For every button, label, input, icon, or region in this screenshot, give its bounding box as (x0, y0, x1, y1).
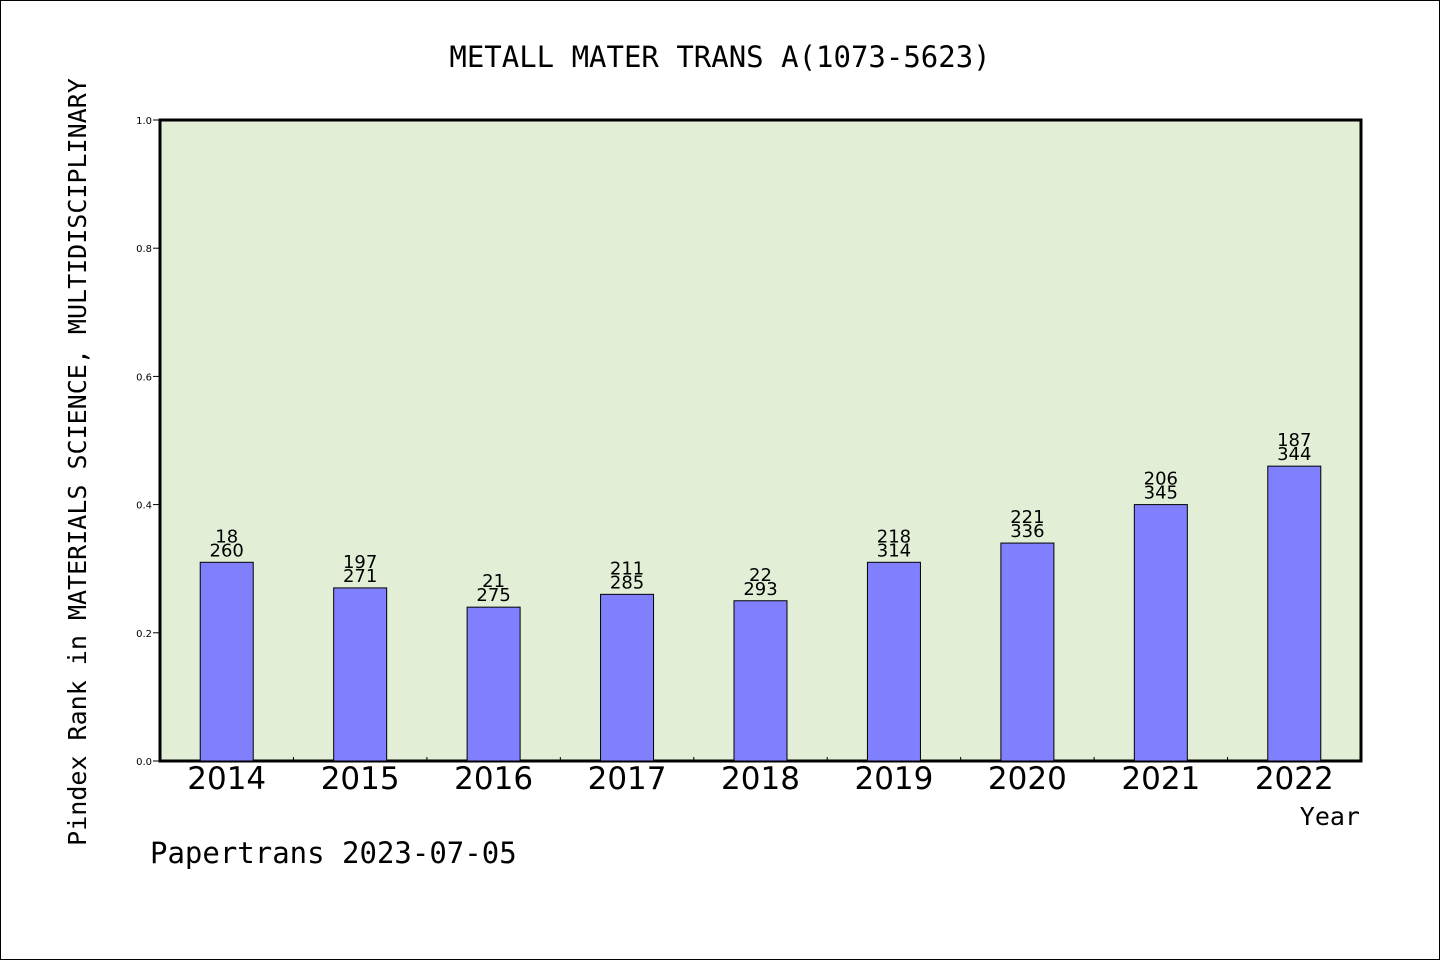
footer-credit: Papertrans 2023-07-05 (150, 836, 517, 870)
x-tick-label: 2020 (988, 761, 1067, 797)
bar-rank-label: 197 (343, 552, 377, 573)
y-tick-label: 0.0 (136, 757, 152, 768)
bar-2020 (1000, 542, 1055, 762)
bar-rank-label: 218 (877, 526, 911, 547)
bar-rank-label: 22 (749, 565, 772, 586)
y-tick-label: 0.4 (136, 501, 152, 512)
x-tick-label: 2018 (721, 761, 800, 797)
bar-total-label: 344 (1277, 444, 1311, 465)
bar-rank-label: 211 (610, 558, 644, 579)
bar-total-label: 275 (476, 585, 510, 606)
y-axis: 0.0 0.2 0.4 0.6 0.8 1.0 (136, 116, 160, 768)
chart-title: METALL MATER TRANS A(1073-5623) (449, 40, 990, 74)
bar-total-label: 260 (210, 540, 244, 561)
bar-total-label: 271 (343, 566, 377, 587)
x-tick-label: 2016 (454, 761, 533, 797)
x-axis-label: Year (1300, 802, 1360, 831)
bar-rank-label: 187 (1277, 430, 1311, 451)
x-tick-label: 2015 (321, 761, 400, 797)
x-tick-label: 2014 (187, 761, 266, 797)
bar-rank-label: 221 (1010, 507, 1044, 528)
bar-total-label: 314 (877, 540, 911, 561)
y-tick-label: 1.0 (136, 116, 152, 127)
x-axis: 2014 2015 2016 2017 2018 2019 2020 2021 2022 (187, 757, 1334, 797)
bar-total-label: 336 (1010, 521, 1044, 542)
bar-total-label: 285 (610, 572, 644, 593)
x-tick-label: 2019 (854, 761, 933, 797)
bar-2017 (600, 593, 655, 762)
bar-2019 (866, 561, 921, 762)
y-tick-label: 0.2 (136, 629, 152, 640)
bar-2021 (1133, 504, 1188, 762)
x-tick-label: 2022 (1255, 761, 1334, 797)
bar-2015 (333, 587, 388, 762)
x-tick-label: 2017 (588, 761, 667, 797)
bar-total-label: 345 (1144, 483, 1178, 504)
y-axis-label: Pindex Rank in MATERIALS SCIENCE, MULTID… (63, 78, 92, 846)
bar-2022 (1267, 465, 1322, 762)
bar-2018 (733, 600, 788, 762)
bar-2016 (466, 606, 521, 762)
bar-rank-label: 206 (1144, 469, 1178, 490)
bar-2014 (199, 561, 254, 762)
bar-rank-label: 18 (215, 526, 238, 547)
y-tick-label: 0.6 (136, 372, 152, 383)
bar-rank-label: 21 (482, 571, 505, 592)
x-tick-label: 2021 (1121, 761, 1200, 797)
y-tick-label: 0.8 (136, 244, 152, 255)
bar-total-label: 293 (743, 579, 777, 600)
